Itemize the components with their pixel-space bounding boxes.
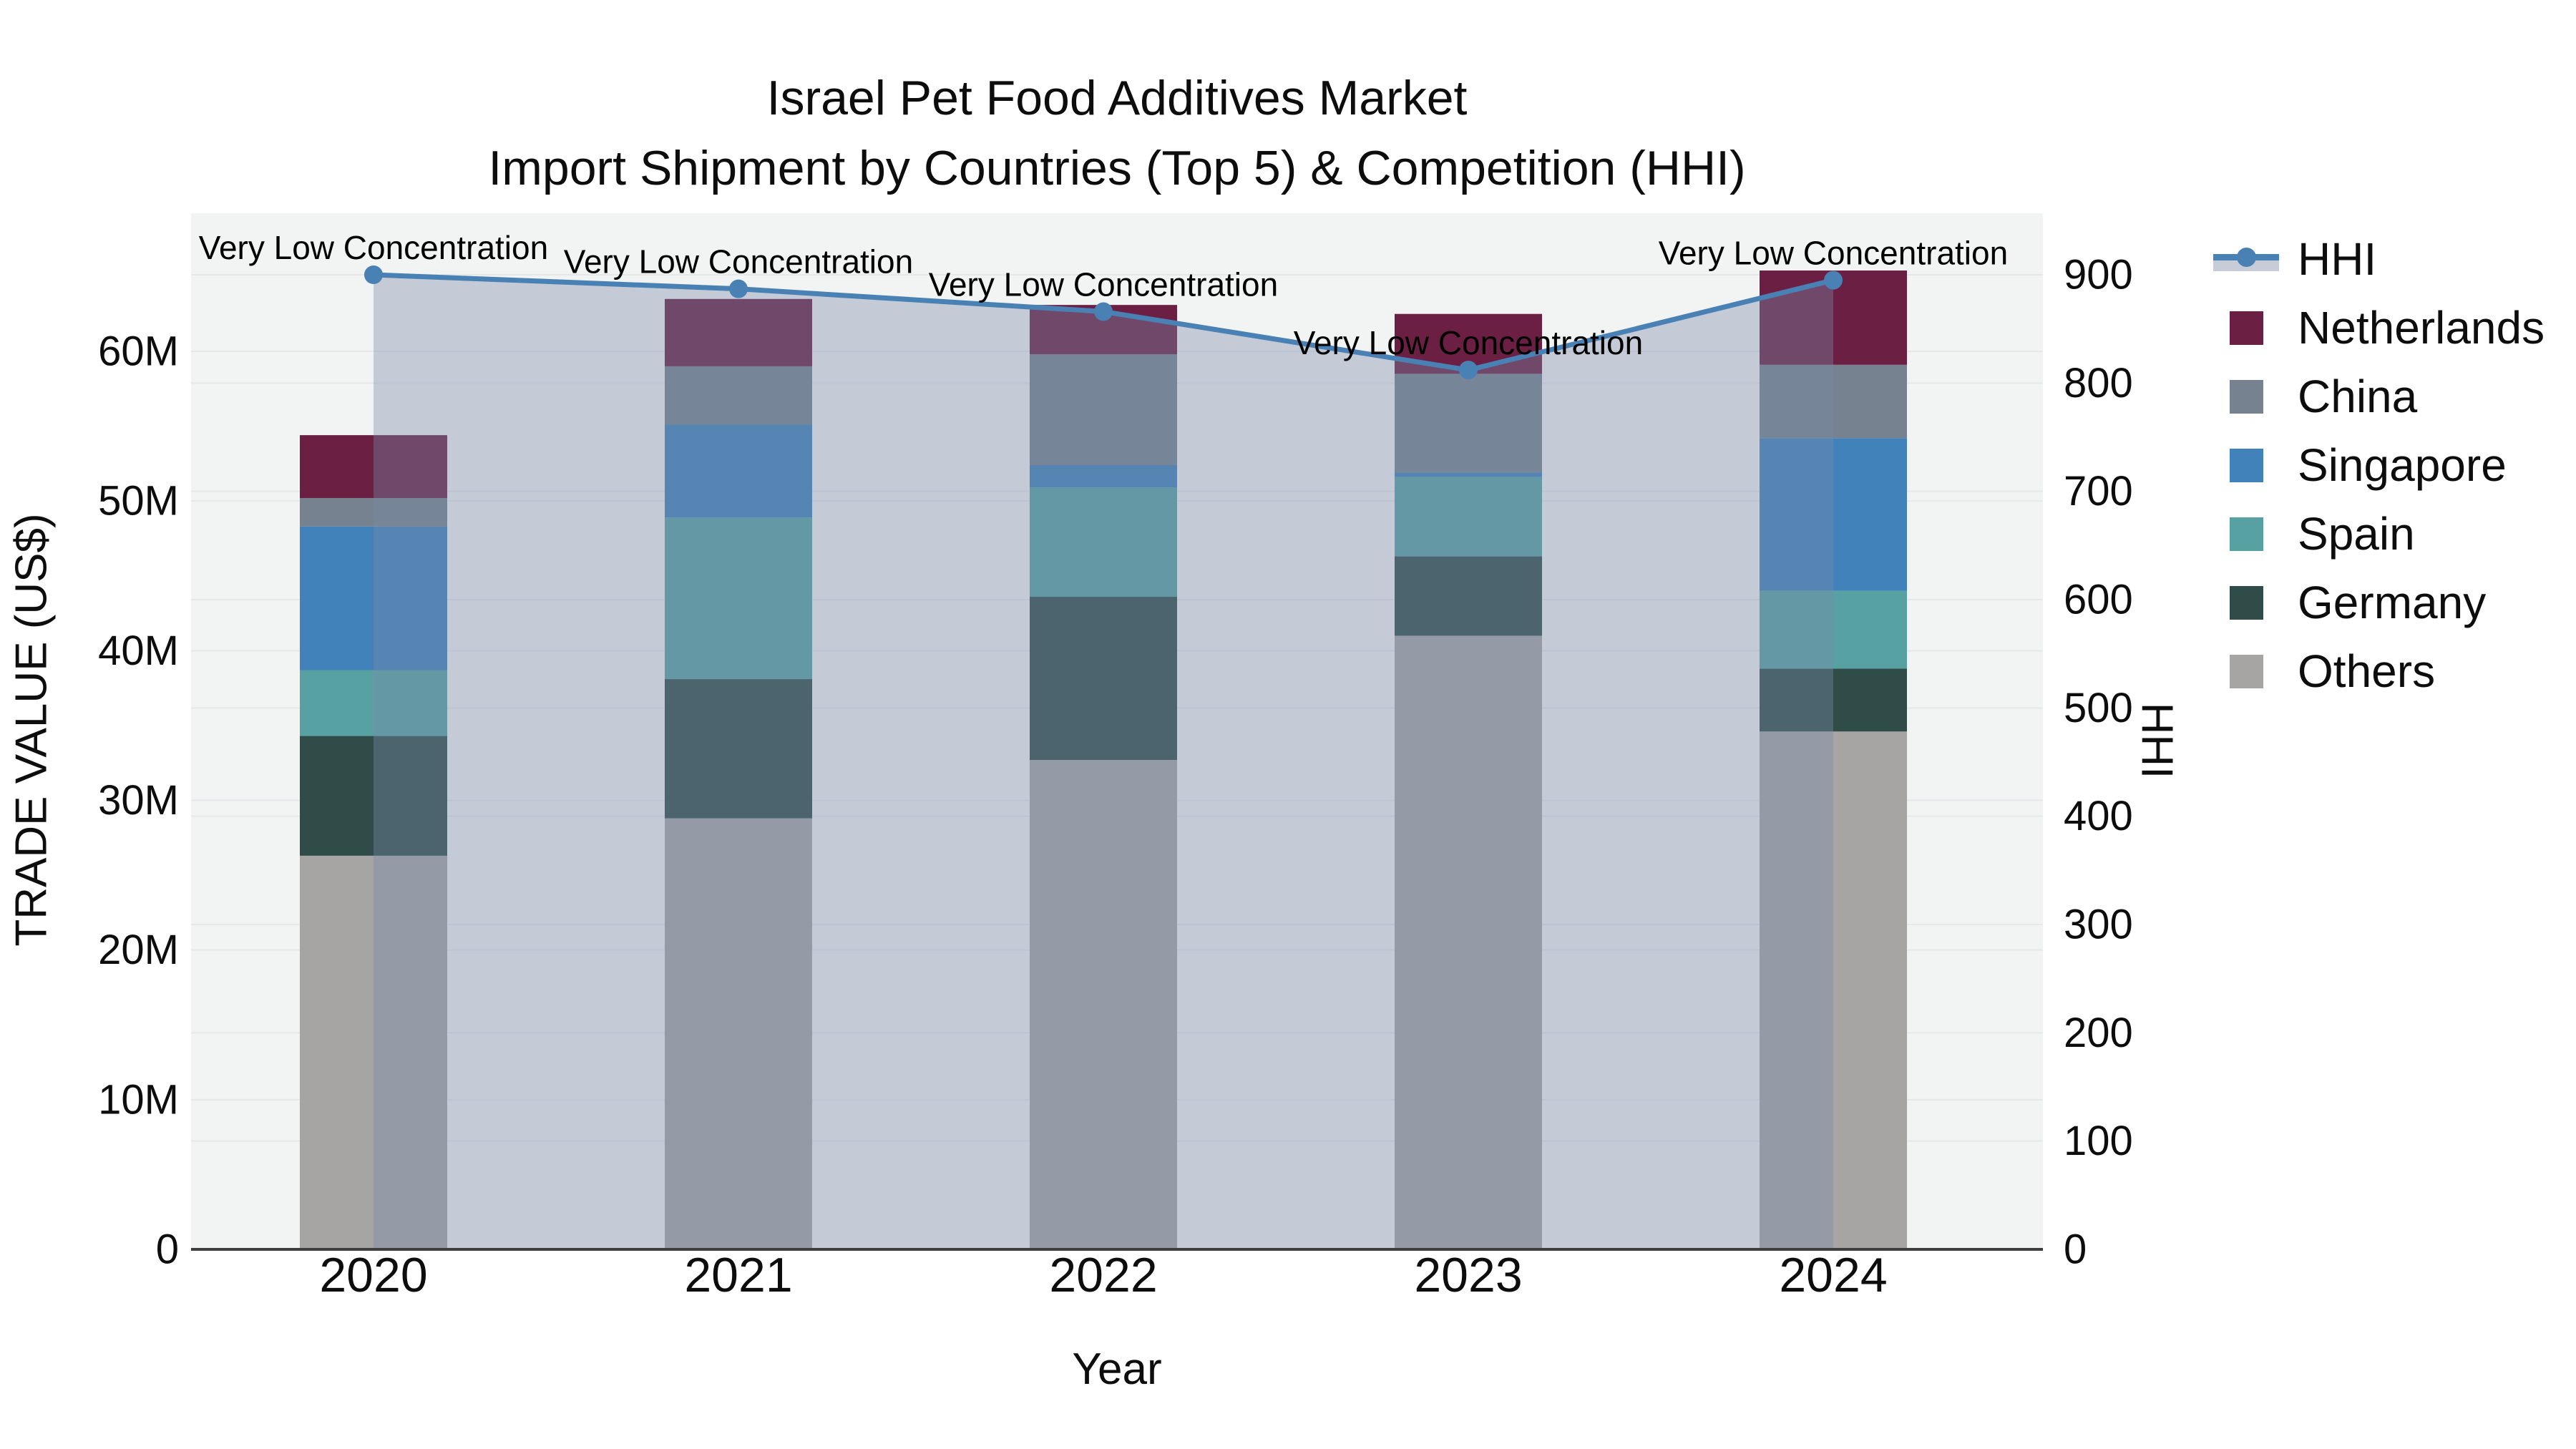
hhi-marker-2022[interactable] <box>1094 302 1113 321</box>
legend-label-singapore: Singapore <box>2298 439 2507 491</box>
bar-segment-netherlands-2021[interactable] <box>665 298 812 366</box>
bar-segment-china-2024[interactable] <box>1760 364 1907 439</box>
bar-segment-china-2023[interactable] <box>1395 374 1542 473</box>
bar-segment-netherlands-2020[interactable] <box>300 435 447 498</box>
legend-item-china[interactable]: China <box>2213 362 2545 431</box>
bar-segment-singapore-2021[interactable] <box>665 424 812 518</box>
bar-segment-others-2020[interactable] <box>300 855 447 1249</box>
y-right-tick-800: 800 <box>2064 360 2133 406</box>
y-right-tick-600: 600 <box>2064 577 2133 623</box>
hhi-marker-2021[interactable] <box>729 279 748 298</box>
x-tick-2024: 2024 <box>1779 1248 1887 1302</box>
legend: HHI Netherlands China Singapore Spain Germany… <box>2213 225 2545 706</box>
bar-segment-others-2021[interactable] <box>665 818 812 1249</box>
legend-item-others[interactable]: Others <box>2213 637 2545 706</box>
x-tick-2020: 2020 <box>319 1248 427 1302</box>
hhi-marker-2023[interactable] <box>1459 361 1478 380</box>
annotation-2022: Very Low Concentration <box>929 265 1278 303</box>
y-left-tick-40M: 40M <box>98 628 179 674</box>
hhi-area-fill <box>374 275 1833 1249</box>
bar-segment-spain-2022[interactable] <box>1030 487 1177 597</box>
y-left-axis-title: TRADE VALUE (US$) <box>6 513 57 947</box>
bar-segment-germany-2021[interactable] <box>665 679 812 819</box>
y-left-tick-30M: 30M <box>98 777 179 824</box>
y-right-tick-700: 700 <box>2064 468 2133 514</box>
y-left-tick-50M: 50M <box>98 478 179 525</box>
hhi-line-swatch-icon <box>2213 247 2279 271</box>
y-right-tick-100: 100 <box>2064 1118 2133 1164</box>
bar-segment-china-2022[interactable] <box>1030 354 1177 465</box>
annotation-2020: Very Low Concentration <box>199 229 548 266</box>
legend-item-hhi[interactable]: HHI <box>2213 225 2545 293</box>
chart-title-line1: Israel Pet Food Additives Market <box>766 71 1468 125</box>
y-left-tick-20M: 20M <box>98 927 179 973</box>
spain-color-swatch-icon <box>2213 517 2279 551</box>
bar-segment-others-2023[interactable] <box>1395 635 1542 1249</box>
y-right-axis-title: HHI <box>2132 702 2182 779</box>
others-color-swatch-icon <box>2213 654 2279 688</box>
legend-label-hhi: HHI <box>2298 233 2377 285</box>
y-right-tick-500: 500 <box>2064 685 2133 731</box>
bar-segment-singapore-2022[interactable] <box>1030 464 1177 488</box>
x-tick-2021: 2021 <box>684 1248 792 1302</box>
legend-item-germany[interactable]: Germany <box>2213 568 2545 637</box>
bar-segment-germany-2024[interactable] <box>1760 668 1907 732</box>
annotation-2021: Very Low Concentration <box>564 243 913 280</box>
y-right-tick-0: 0 <box>2064 1226 2087 1273</box>
legend-item-netherlands[interactable]: Netherlands <box>2213 293 2545 362</box>
y-left-tick-10M: 10M <box>98 1076 179 1123</box>
germany-color-swatch-icon <box>2213 585 2279 620</box>
legend-label-germany: Germany <box>2298 577 2487 628</box>
legend-label-china: China <box>2298 371 2418 422</box>
china-color-swatch-icon <box>2213 379 2279 414</box>
y-left-tick-0: 0 <box>156 1226 179 1273</box>
bar-segment-singapore-2020[interactable] <box>300 526 447 670</box>
bar-segment-spain-2021[interactable] <box>665 517 812 680</box>
chart-title-line2: Import Shipment by Countries (Top 5) & C… <box>488 141 1746 195</box>
x-tick-2022: 2022 <box>1049 1248 1157 1302</box>
y-right-tick-200: 200 <box>2064 1010 2133 1056</box>
bar-segment-germany-2023[interactable] <box>1395 556 1542 636</box>
bar-segment-germany-2022[interactable] <box>1030 597 1177 761</box>
annotation-2024: Very Low Concentration <box>1659 235 2008 272</box>
y-right-tick-900: 900 <box>2064 252 2133 298</box>
y-right-tick-400: 400 <box>2064 793 2133 839</box>
legend-label-netherlands: Netherlands <box>2298 302 2545 353</box>
y-left-tick-60M: 60M <box>98 328 179 375</box>
singapore-color-swatch-icon <box>2213 448 2279 482</box>
bar-segment-singapore-2024[interactable] <box>1760 438 1907 591</box>
bar-segment-spain-2020[interactable] <box>300 670 447 736</box>
y-right-tick-300: 300 <box>2064 902 2133 948</box>
legend-label-spain: Spain <box>2298 508 2415 560</box>
hhi-marker-2024[interactable] <box>1824 270 1843 290</box>
bar-segment-others-2022[interactable] <box>1030 760 1177 1249</box>
bar-segment-germany-2020[interactable] <box>300 736 447 856</box>
bar-segment-china-2021[interactable] <box>665 366 812 425</box>
legend-item-singapore[interactable]: Singapore <box>2213 431 2545 499</box>
bar-segment-china-2020[interactable] <box>300 497 447 527</box>
legend-item-spain[interactable]: Spain <box>2213 499 2545 568</box>
x-axis-title: Year <box>1072 1345 1162 1394</box>
netherlands-color-swatch-icon <box>2213 311 2279 345</box>
x-tick-2023: 2023 <box>1414 1248 1522 1302</box>
bar-segment-spain-2023[interactable] <box>1395 477 1542 557</box>
legend-label-others: Others <box>2298 645 2436 697</box>
chart-title: Israel Pet Food Additives Market Import … <box>0 63 2234 203</box>
bar-segment-spain-2024[interactable] <box>1760 590 1907 669</box>
hhi-marker-2020[interactable] <box>364 265 383 284</box>
annotation-2023: Very Low Concentration <box>1294 324 1643 361</box>
bar-segment-singapore-2023[interactable] <box>1395 472 1542 477</box>
bar-segment-others-2024[interactable] <box>1760 731 1907 1249</box>
